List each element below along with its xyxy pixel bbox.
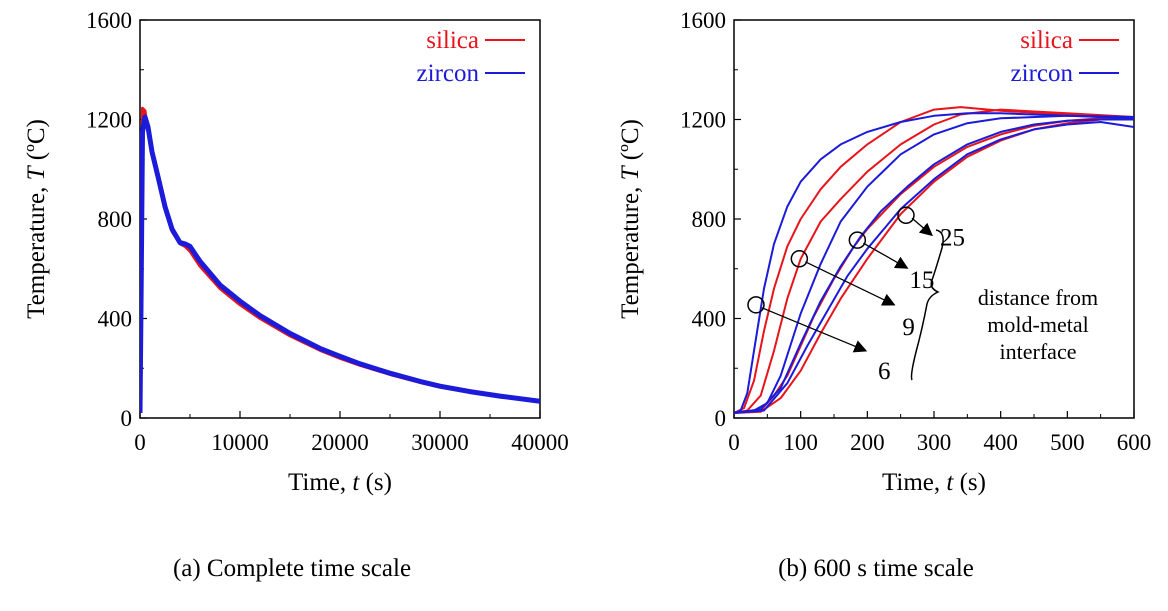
legend-label-zircon: zircon [417, 60, 480, 87]
series-line-silica-6 [734, 106, 1134, 414]
legend-label-silica: silica [1020, 27, 1073, 54]
y-tick-label: 1200 [680, 108, 726, 133]
x-tick-label: 0 [134, 430, 146, 455]
distance-note-line: mold-metal [987, 312, 1088, 337]
y-tick-label: 800 [98, 207, 133, 232]
series-line-silica-9 [734, 108, 1134, 414]
y-tick-label: 1600 [86, 8, 132, 33]
y-tick-label: 400 [98, 307, 133, 332]
series-line-zircon [140, 114, 540, 414]
annotation-label-15: 15 [909, 267, 934, 294]
series-line-zircon-15 [734, 118, 1134, 414]
chart-a-svg: 0 400 800 1200 1600 0 10000 20000 30000 40000 sili… [23, 8, 569, 496]
annotation-arrow-25 [911, 217, 933, 237]
annotation-arrow-6 [761, 307, 868, 353]
chart-b-svg: 0 400 800 1200 1600 0 100 200 300 400 500 600 silica… [617, 8, 1152, 496]
annotation-arrow-9 [805, 261, 896, 306]
distance-brace [910, 229, 944, 381]
y-tick-label: 0 [121, 406, 133, 431]
legend-label-silica: silica [426, 27, 479, 54]
annotation-label-25: 25 [940, 224, 965, 251]
x-tick-label: 30000 [411, 430, 469, 455]
x-tick-label: 300 [917, 430, 952, 455]
distance-note-line: interface [1000, 339, 1077, 364]
legend-label-zircon: zircon [1011, 60, 1074, 87]
annotation-arrow-15 [863, 242, 909, 269]
y-axis-label: Temperature, T (ºC) [23, 119, 50, 319]
x-tick-label: 0 [728, 430, 740, 455]
y-tick-label: 400 [692, 307, 727, 332]
x-axis-label: Time, t (s) [882, 469, 986, 496]
chart-panel-b: 0 400 800 1200 1600 0 100 200 300 400 500 600 silica… [584, 0, 1168, 611]
chart-panel-a: 0 400 800 1200 1600 0 10000 20000 30000 40000 sili… [23, 8, 569, 582]
caption-b: (b) 600 s time scale [778, 555, 974, 582]
annotation-circle-9 [790, 250, 809, 268]
y-axis-label: Temperature, T (ºC) [617, 119, 644, 319]
y-tick-label: 800 [692, 207, 727, 232]
y-tick-label: 1200 [86, 108, 132, 133]
distance-note-line: distance from [978, 285, 1098, 310]
x-tick-label: 40000 [511, 430, 569, 455]
y-tick-label: 1600 [680, 8, 726, 33]
annotation-label-9: 9 [902, 314, 915, 341]
annotation-circle-25 [897, 206, 915, 225]
y-tick-label: 0 [715, 406, 727, 431]
x-tick-label: 200 [850, 430, 885, 455]
x-tick-label: 500 [1050, 430, 1085, 455]
x-tick-label: 10000 [211, 430, 269, 455]
annotation-label-6: 6 [878, 358, 891, 385]
annotation-circle-15 [848, 231, 867, 249]
x-tick-label: 600 [1117, 430, 1152, 455]
annotation-circle-6 [747, 296, 765, 314]
series-line-zircon-6 [734, 112, 1134, 414]
x-tick-label: 400 [983, 430, 1018, 455]
x-axis-label: Time, t (s) [288, 469, 392, 496]
x-tick-label: 20000 [311, 430, 369, 455]
caption-a: (a) Complete time scale [172, 555, 412, 582]
x-tick-label: 100 [783, 430, 818, 455]
